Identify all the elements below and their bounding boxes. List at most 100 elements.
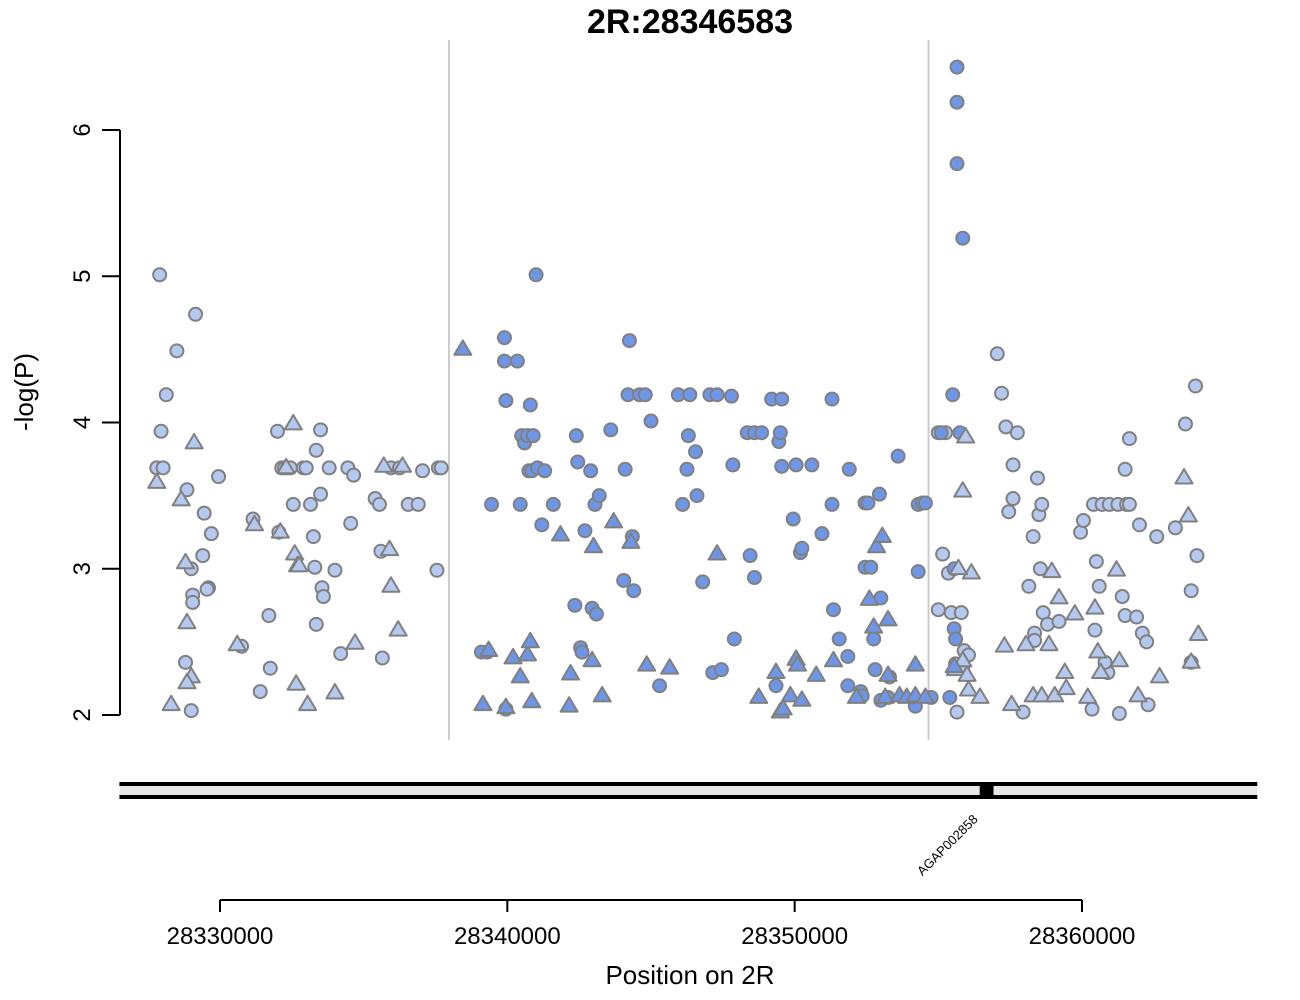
data-point — [568, 428, 584, 444]
data-point — [574, 644, 590, 660]
data-point — [953, 605, 969, 621]
data-point — [1088, 553, 1104, 569]
data-point — [824, 391, 840, 407]
data-point — [588, 606, 604, 622]
data-point — [840, 649, 856, 664]
y-tick-label: 3 — [69, 562, 96, 575]
data-point — [1106, 560, 1127, 577]
data-point — [831, 631, 847, 647]
data-point — [484, 496, 500, 512]
x-axis-label: Position on 2R — [605, 960, 774, 990]
data-point — [195, 548, 211, 564]
data-point — [262, 660, 278, 676]
data-point — [285, 544, 305, 561]
data-point — [559, 696, 579, 713]
y-tick-label: 2 — [69, 708, 96, 721]
data-point — [333, 646, 349, 662]
data-point — [510, 666, 530, 684]
data-point — [582, 650, 602, 668]
data-point — [621, 532, 641, 549]
data-point — [184, 432, 204, 450]
data-point — [1129, 609, 1145, 625]
x-tick-label: 28340000 — [454, 923, 561, 950]
data-point — [953, 481, 973, 498]
data-point — [1188, 624, 1208, 641]
data-point — [1029, 470, 1045, 486]
data-point — [680, 428, 696, 444]
data-point — [379, 539, 400, 557]
data-point — [814, 526, 830, 542]
data-point — [1167, 520, 1183, 536]
data-point — [774, 391, 790, 407]
data-point — [866, 631, 882, 647]
y-axis-label: -log(P) — [9, 353, 39, 431]
data-point — [313, 486, 329, 502]
data-point — [1121, 496, 1137, 512]
data-point — [188, 306, 204, 322]
data-point — [286, 674, 306, 691]
y-axis: 2 3 4 5 6 — [69, 123, 121, 722]
data-point — [944, 656, 964, 674]
data-point — [1085, 598, 1105, 615]
data-point — [392, 456, 413, 473]
data-point — [806, 665, 826, 682]
data-point — [840, 678, 856, 694]
data-point — [1005, 457, 1021, 473]
data-point — [949, 94, 965, 110]
data-point — [321, 460, 337, 476]
data-point — [1189, 548, 1205, 564]
data-point — [695, 574, 711, 590]
data-point — [308, 616, 324, 632]
y-tick-label: 6 — [69, 123, 96, 136]
data-point — [989, 346, 1005, 362]
data-point — [453, 339, 473, 356]
data-point — [948, 631, 964, 647]
data-point — [792, 690, 812, 707]
data-point — [1088, 642, 1108, 659]
data-point — [1056, 678, 1076, 696]
data-point — [522, 397, 538, 413]
data-point — [498, 393, 514, 409]
data-point — [1009, 425, 1025, 441]
data-point — [244, 514, 265, 532]
data-point — [823, 650, 844, 668]
data-point — [872, 526, 892, 543]
data-point — [227, 634, 247, 652]
data-point — [583, 463, 599, 479]
data-point — [933, 425, 949, 441]
data-point — [1021, 578, 1037, 594]
data-point — [1051, 613, 1067, 629]
data-point — [1032, 685, 1052, 703]
data-point — [276, 457, 296, 475]
gene-track: AGAP002858 — [119, 782, 1258, 878]
x-axis: 28330000 28340000 28350000 28360000 — [167, 899, 1135, 950]
data-point — [994, 636, 1014, 653]
data-point — [528, 267, 544, 283]
data-point — [1183, 583, 1199, 599]
data-points — [147, 59, 1208, 722]
data-point — [878, 665, 898, 682]
data-point — [859, 589, 879, 606]
data-point — [1032, 561, 1048, 577]
data-point — [577, 523, 593, 539]
data-point — [713, 662, 729, 678]
data-point — [689, 488, 705, 504]
data-point — [867, 536, 887, 554]
data-point — [196, 505, 212, 521]
data-point — [957, 665, 977, 682]
data-point — [415, 463, 431, 479]
data-point — [545, 496, 561, 512]
data-point — [780, 685, 800, 703]
data-point — [285, 496, 301, 512]
data-point — [788, 457, 804, 473]
data-point — [841, 461, 857, 477]
data-point — [550, 525, 571, 542]
data-point — [774, 458, 790, 474]
data-point — [915, 687, 935, 704]
data-point — [707, 544, 727, 561]
data-point — [343, 515, 359, 531]
data-point — [956, 427, 976, 444]
data-point — [1001, 504, 1017, 520]
data-point — [429, 562, 445, 578]
data-point — [152, 267, 168, 283]
